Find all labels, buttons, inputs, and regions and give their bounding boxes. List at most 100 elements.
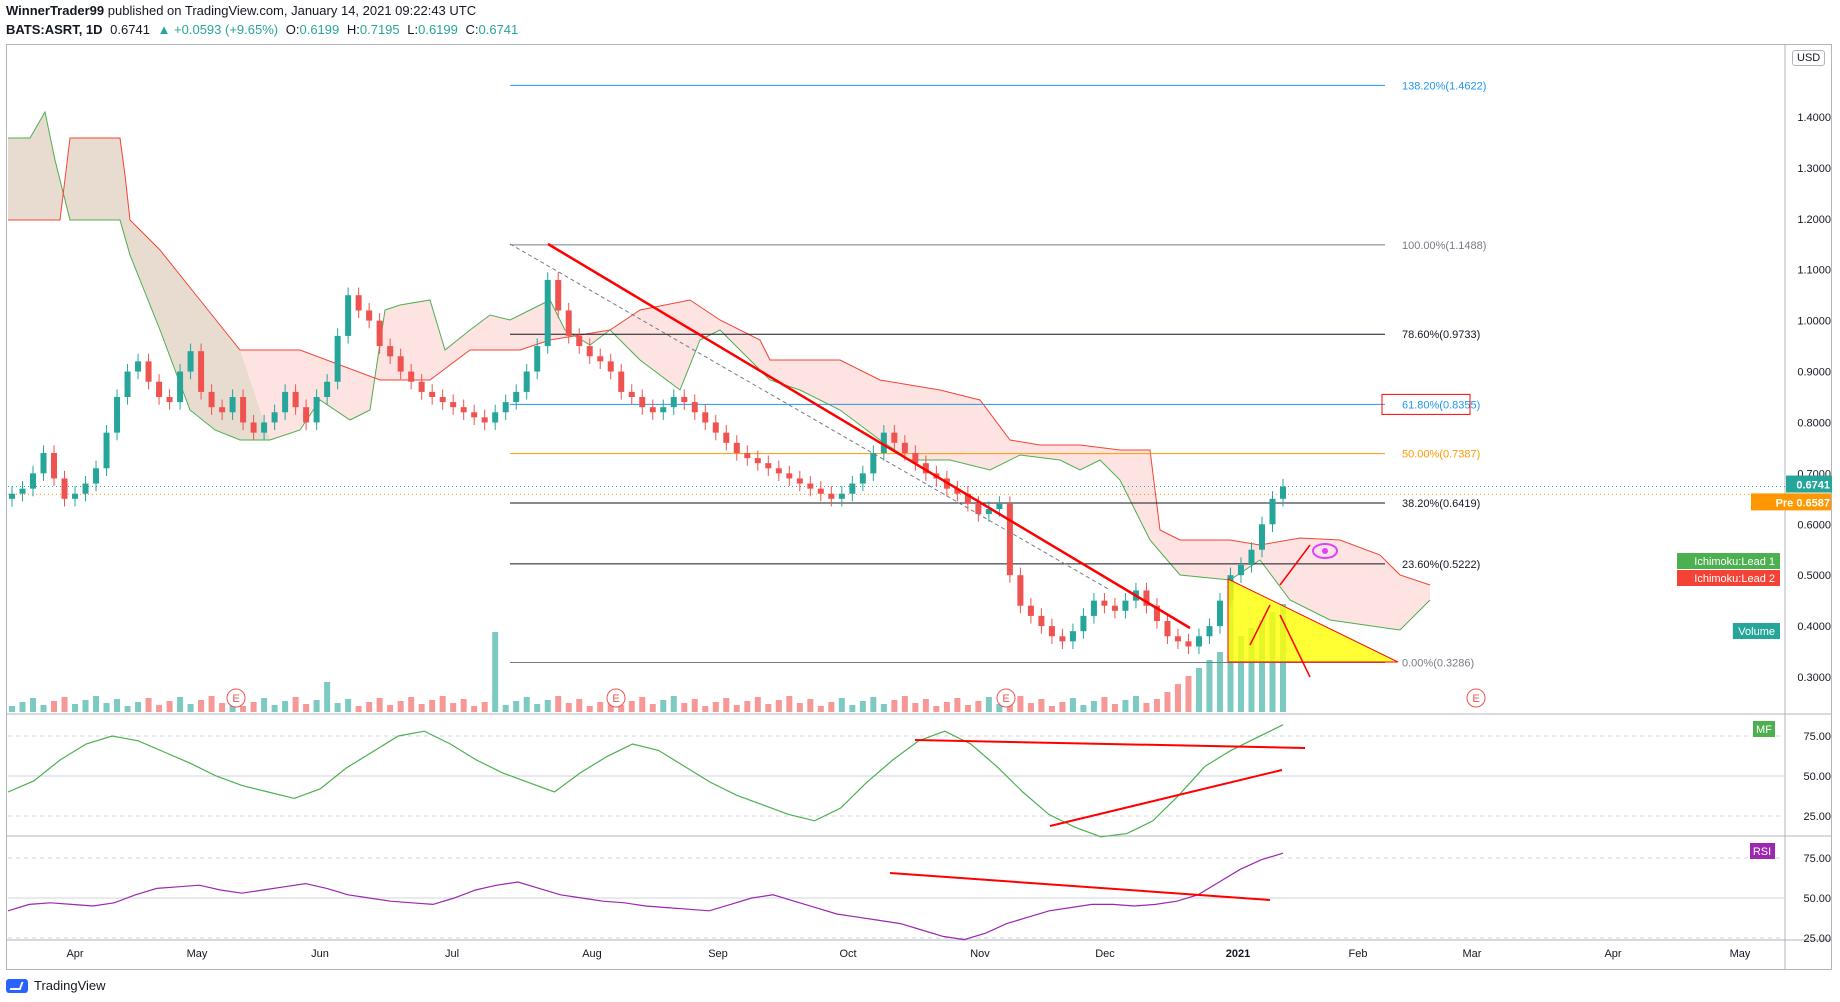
volume-bar [303, 704, 310, 712]
publisher-name[interactable]: WinnerTrader99 [6, 3, 105, 18]
candle-body [628, 391, 635, 397]
legend-tag [1677, 553, 1780, 569]
volume-bar [859, 701, 866, 712]
close-value: 0.6741 [478, 22, 519, 37]
arrow-up [1249, 604, 1271, 646]
earnings-marker-label: E [1002, 693, 1009, 705]
rsi-tag [1750, 843, 1775, 859]
volume-bar [628, 701, 635, 712]
candle-body [712, 422, 719, 433]
volume-bar [744, 701, 751, 712]
mf-tag-text: MF [1756, 724, 1772, 736]
mf-tick-label: 50.00 [1803, 771, 1831, 783]
candle-body [922, 463, 929, 474]
candle-body [681, 397, 688, 403]
candle-body [1017, 575, 1024, 606]
candle-body [418, 381, 425, 392]
volume-bar [1111, 704, 1118, 712]
volume-bar [240, 706, 247, 712]
rsi-trend-line [889, 872, 1271, 901]
volume-bar [723, 698, 730, 712]
volume-bar [208, 696, 215, 712]
volume-bar [408, 697, 415, 712]
volume-bar [198, 700, 205, 712]
volume-bar [880, 704, 887, 712]
time-tick-label: Jul [445, 948, 459, 960]
volume-bar [1048, 706, 1055, 712]
footer: TradingView [6, 978, 106, 993]
volume-bar [1195, 668, 1202, 712]
volume-bar [639, 697, 646, 712]
symbol-name[interactable]: BATS:ASRT, 1D [6, 22, 103, 37]
volume-bar [1122, 700, 1129, 712]
time-tick-label: Apr [1604, 948, 1621, 960]
volume-bar [1017, 696, 1024, 712]
ichimoku-lead-2-line [8, 137, 1431, 586]
fib-level-label: 100.00%(1.1488) [1402, 240, 1486, 252]
volume-bar [1080, 705, 1087, 712]
candle-body [691, 402, 698, 413]
candle-body [408, 371, 415, 382]
candle-body [817, 488, 824, 494]
candle-body [1069, 631, 1076, 642]
close-label: C: [465, 22, 479, 37]
volume-bar [649, 704, 656, 712]
volume-bar [1206, 660, 1213, 712]
candle-body [975, 503, 982, 515]
fib-level-label: 50.00%(0.7387) [1402, 449, 1480, 461]
candle-body [103, 432, 110, 469]
mf-support-line [1049, 769, 1283, 827]
volume-bar [1258, 620, 1265, 712]
candle-body [156, 381, 163, 397]
candle-body [891, 432, 898, 443]
candle-body [1122, 600, 1129, 611]
volume-bar [82, 700, 89, 712]
candle-body [1195, 636, 1202, 647]
price-tick-label: 1.2000 [1797, 214, 1831, 226]
currency-badge[interactable]: USD [1792, 50, 1826, 66]
candle-body [1248, 549, 1255, 565]
footer-brand[interactable]: TradingView [34, 978, 106, 993]
candle-body [649, 407, 656, 413]
time-tick-label: Apr [66, 948, 83, 960]
candle-body [1216, 600, 1223, 627]
chart-frame [6, 44, 1832, 970]
candle-body [1080, 615, 1087, 632]
low-label: L: [407, 22, 419, 37]
volume-bar [1185, 676, 1192, 712]
volume-bar [124, 706, 131, 712]
fib-level-label: 0.00%(0.3286) [1402, 657, 1474, 669]
open-value: 0.6199 [299, 22, 340, 37]
high-label: H: [346, 22, 360, 37]
volume-bar [355, 706, 362, 712]
earnings-marker-icon [226, 688, 246, 708]
candle-body [114, 397, 121, 433]
volume-bar [901, 696, 908, 712]
candle-body [145, 361, 152, 382]
candle-body [765, 463, 772, 469]
price-tick-label: 0.4000 [1797, 621, 1831, 633]
candle-body [586, 346, 593, 357]
price-label-box [1786, 475, 1832, 493]
time-tick-label: Jun [311, 948, 329, 960]
ichimoku-cloud-bull [8, 112, 270, 440]
candle-body [61, 478, 68, 499]
candle-body [439, 397, 446, 403]
published-text: published on TradingView.com, January 14… [107, 3, 477, 18]
candle-body [1090, 600, 1097, 616]
volume-bar [660, 700, 667, 712]
volume-bar [439, 696, 446, 712]
earnings-marker-icon [996, 688, 1016, 708]
candle-body [985, 509, 992, 515]
volume-bar [51, 701, 58, 712]
fib-level-label: 61.80%(0.8355) [1402, 399, 1480, 411]
candle-body [1143, 590, 1150, 606]
candle-body [198, 351, 205, 392]
candle-body [51, 453, 58, 479]
price-tick-label: 0.5000 [1797, 570, 1831, 582]
volume-bar [187, 704, 194, 712]
candle-body [471, 412, 478, 418]
rsi-tick-label: 75.00 [1803, 853, 1831, 865]
candle-body [313, 397, 320, 423]
